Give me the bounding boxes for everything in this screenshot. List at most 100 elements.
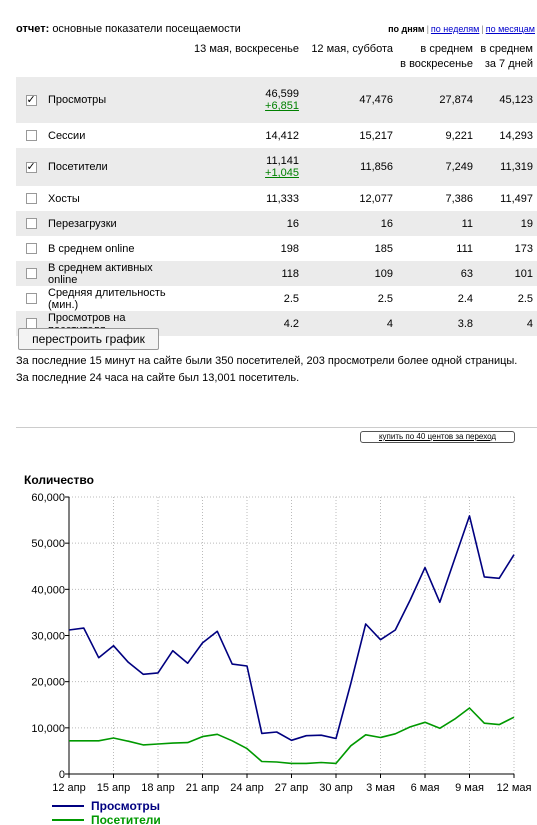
metric-label: Хосты <box>48 192 80 205</box>
note-last-15-min: За последние 15 минут на сайте были 350 … <box>16 355 518 367</box>
x-tick-label: 12 апр <box>52 782 85 794</box>
metric-today: 11,333 <box>266 192 299 205</box>
row-checkbox-cell <box>16 148 44 186</box>
metric-avg-7days: 19 <box>477 211 537 236</box>
metric-today: 11,141 +1,045 <box>189 148 303 186</box>
x-tick-label: 27 апр <box>275 782 308 794</box>
report-title-text: основные показатели посещаемости <box>52 23 241 35</box>
metric-label: Средняя длительность (мин.) <box>48 286 166 311</box>
chart-ylabel: Количество <box>24 473 94 487</box>
rebuild-chart-button[interactable]: перестроить график <box>18 328 159 350</box>
x-tick-label: 30 апр <box>319 782 352 794</box>
row-checkbox-cell <box>16 77 44 123</box>
metric-checkbox[interactable] <box>25 93 37 106</box>
metric-checkbox[interactable] <box>25 160 37 173</box>
metric-checkbox[interactable] <box>25 193 37 205</box>
metric-today: 198 <box>280 242 299 255</box>
legend-label: Просмотры <box>91 799 160 813</box>
metric-label: Посетители <box>44 148 189 186</box>
metric-yesterday: 11,856 <box>303 148 397 186</box>
metric-avg-sunday: 111 <box>456 242 473 255</box>
metric-yesterday: 15,217 <box>359 129 393 142</box>
metric-yesterday: 2.5 <box>377 292 393 305</box>
x-tick-label: 15 апр <box>97 782 130 794</box>
row-checkbox-cell <box>16 261 44 286</box>
metric-checkbox[interactable] <box>25 293 37 305</box>
metric-today: 4.2 <box>189 311 303 336</box>
metric-yesterday: 4 <box>303 311 397 336</box>
metric-checkbox[interactable] <box>25 218 37 230</box>
metric-avg-sunday: 2.4 <box>457 292 473 305</box>
row-checkbox-cell <box>16 186 44 211</box>
note-last-24-hours: За последние 24 часа на сайте был 13,001… <box>16 372 300 384</box>
stats-row: В среднем online 198 185 111 173 <box>16 236 537 261</box>
divider <box>16 427 537 428</box>
metric-today: 118 <box>189 261 303 286</box>
row-checkbox-cell <box>16 211 44 236</box>
metric-avg-sunday: 11 <box>397 211 477 236</box>
metric-yesterday: 12,077 <box>359 192 393 205</box>
y-tick-label: 20,000 <box>31 677 65 689</box>
series-line-0 <box>68 515 515 742</box>
x-tick-label: 12 мая <box>497 782 532 794</box>
metric-avg-7days: 14,293 <box>499 129 533 142</box>
metric-label: Сессии <box>48 129 86 142</box>
metric-delta-link[interactable]: +1,045 <box>265 167 299 179</box>
buy-traffic-button[interactable]: купить по 40 центов за переход <box>360 431 515 443</box>
y-tick-label: 10,000 <box>31 723 65 735</box>
stats-row: Перезагрузки 16 16 11 19 <box>16 211 537 236</box>
metric-avg-sunday: 27,874 <box>397 77 477 123</box>
y-tick-label: 0 <box>59 769 65 781</box>
metric-yesterday: 47,476 <box>303 77 397 123</box>
period-by-weeks[interactable]: по неделям <box>430 24 480 34</box>
metric-today: 14,412 <box>265 129 299 142</box>
stats-row: Просмотров на посетителя4.243.84 <box>16 311 537 336</box>
metric-avg-7days: 101 <box>477 261 537 286</box>
stats-row: Хосты 11,333 12,077 7,386 11,497 <box>16 186 537 211</box>
x-tick-label: 9 мая <box>455 782 484 794</box>
stats-header-row: 13 мая, воскресенье 12 мая, суббота в ср… <box>16 38 537 77</box>
metric-today: 46,599 +6,851 <box>189 77 303 123</box>
stats-row: В среднем активных online 118 109 63 101 <box>16 261 537 286</box>
metric-avg-sunday: 63 <box>397 261 477 286</box>
period-by-days[interactable]: по дням <box>388 24 425 34</box>
metric-label: Просмотры <box>44 77 189 123</box>
x-tick-label: 3 мая <box>366 782 395 794</box>
metric-label: В среднем активных online <box>44 261 189 286</box>
metric-yesterday: 185 <box>374 242 393 255</box>
traffic-chart: Количество 0 10,000 20,000 30,000 40,000 50,00… <box>24 473 532 825</box>
metric-avg-7days: 11,497 <box>500 192 533 205</box>
metric-delta-link[interactable]: +6,851 <box>265 100 299 112</box>
metric-avg-7days: 45,123 <box>477 77 537 123</box>
row-checkbox-cell <box>16 123 44 148</box>
col-header-yesterday: 12 мая, суббота <box>311 43 393 55</box>
row-checkbox-cell <box>16 286 44 311</box>
legend-label: Посетители <box>91 813 161 825</box>
stats-table: 13 мая, воскресенье 12 мая, суббота в ср… <box>16 38 537 336</box>
metric-yesterday: 16 <box>303 211 397 236</box>
metric-yesterday: 109 <box>303 261 397 286</box>
y-tick-label: 40,000 <box>31 584 65 596</box>
metric-today: 16 <box>189 211 303 236</box>
metric-label: Перезагрузки <box>44 211 189 236</box>
metric-today: 2.5 <box>283 292 299 305</box>
x-tick-label: 6 мая <box>411 782 440 794</box>
y-tick-label: 60,000 <box>31 492 65 504</box>
report-header: отчет: основные показатели посещаемости … <box>16 21 537 37</box>
y-tick-label: 50,000 <box>31 538 65 550</box>
report-title-prefix: отчет: <box>16 23 50 35</box>
metric-checkbox[interactable] <box>25 130 37 142</box>
metric-avg-sunday: 7,386 <box>445 192 473 205</box>
metric-avg-sunday: 9,221 <box>445 129 473 142</box>
metric-checkbox[interactable] <box>25 268 37 280</box>
metric-avg-sunday: 7,249 <box>397 148 477 186</box>
x-tick-label: 21 апр <box>186 782 219 794</box>
metric-label: В среднем online <box>48 242 135 255</box>
period-by-months[interactable]: по месяцам <box>485 24 535 34</box>
x-tick-label: 24 апр <box>230 782 263 794</box>
row-checkbox-cell <box>16 236 44 261</box>
col-header-today: 13 мая, воскресенье <box>194 43 299 55</box>
metric-checkbox[interactable] <box>25 243 37 255</box>
